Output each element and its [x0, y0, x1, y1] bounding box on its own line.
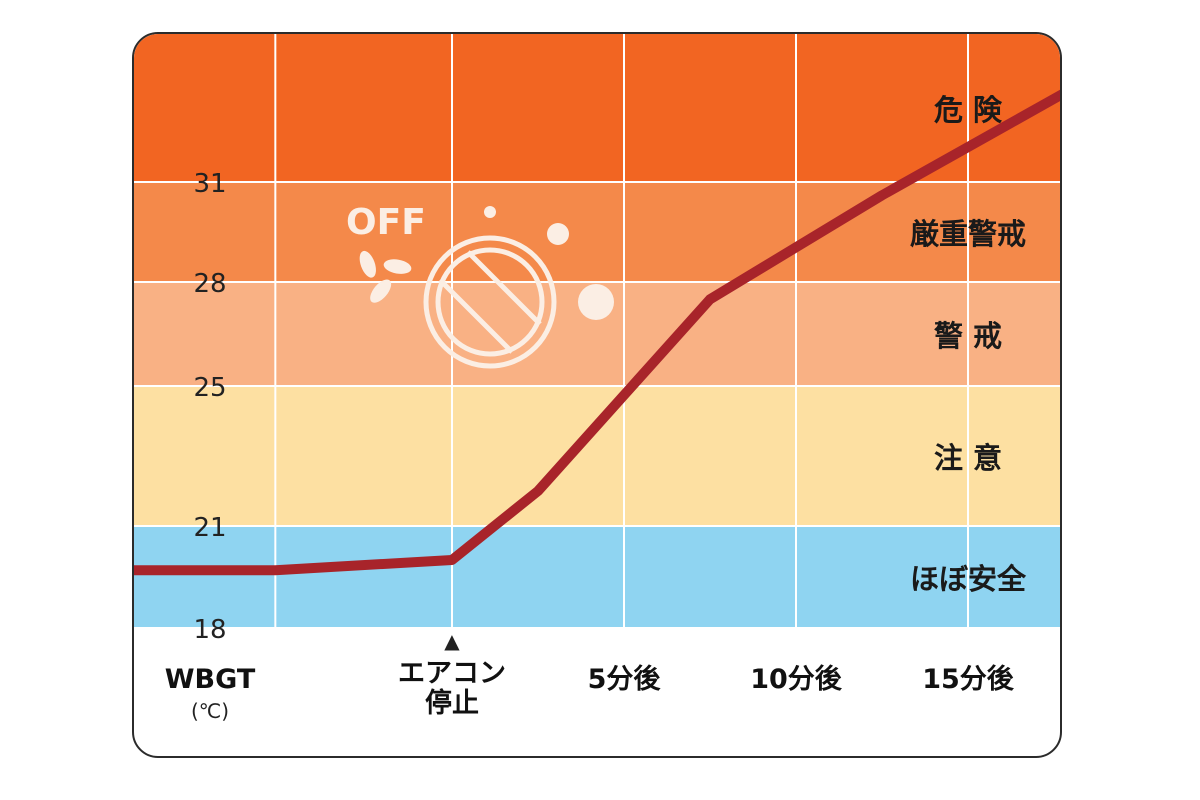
bubble: [484, 206, 496, 218]
y-axis-title: WBGT: [165, 664, 256, 695]
zones-layer: [134, 34, 1060, 628]
bubble: [547, 223, 569, 245]
zone-label: 警 戒: [934, 319, 1002, 353]
x-tick-label: 10分後: [750, 664, 843, 695]
y-axis-unit: (℃): [191, 699, 229, 723]
zone-band: [134, 526, 1060, 628]
zone-label: 危 険: [934, 93, 1003, 127]
y-tick-label: 21: [193, 513, 226, 543]
zone-label: 注 意: [934, 441, 1002, 475]
x-tick-marker: ▲: [444, 629, 460, 653]
zone-band: [134, 386, 1060, 526]
zone-band: [134, 182, 1060, 282]
grid-layer: [134, 34, 1060, 629]
prohibition-icon: [423, 235, 557, 369]
fan-icon: [359, 250, 412, 303]
zone-label: 厳重警戒: [910, 217, 1026, 251]
y-tick-label: 25: [193, 373, 226, 403]
zone-band: [134, 34, 1060, 182]
y-tick-label: 31: [193, 169, 226, 199]
bubble: [578, 284, 614, 320]
wbgt-series-line: [134, 89, 1060, 576]
x-tick-label: エアコン: [398, 658, 506, 689]
y-tick-label: 28: [193, 269, 226, 299]
y-tick-label: 18: [193, 615, 226, 645]
line-layer: [134, 89, 1060, 576]
ytick-layer: 18 21 25 28 31: [193, 169, 226, 645]
off-label: OFF: [346, 202, 426, 243]
air-conditioner-off-icon: OFF: [346, 202, 614, 369]
x-tick-label: 5分後: [588, 664, 662, 695]
zone-label: ほぼ安全: [910, 562, 1027, 596]
x-tick-label: 停止: [425, 687, 479, 719]
chart-frame: 危 険厳重警戒警 戒注 意ほぼ安全 OFF 18 21 25 28 31 ▲ エアコン 停止…: [132, 32, 1062, 758]
x-tick-label: 15分後: [922, 664, 1015, 695]
